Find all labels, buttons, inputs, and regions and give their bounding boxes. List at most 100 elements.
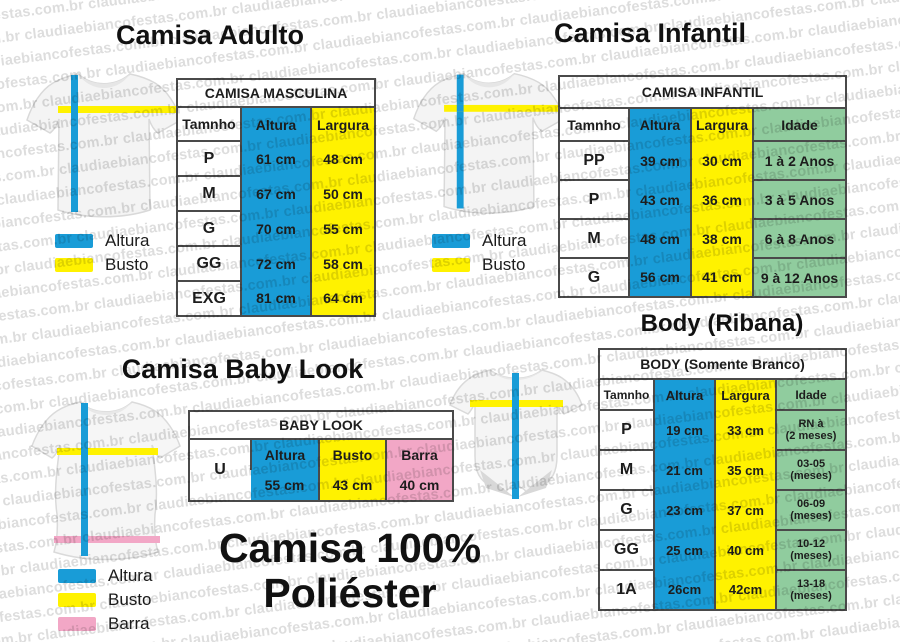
adult-section-title: Camisa Adulto: [115, 20, 305, 50]
barra-col-header: Barra: [385, 439, 453, 470]
altura-col-header: Altura: [240, 107, 311, 141]
table-title: BODY (Somente Branco): [599, 349, 847, 380]
altura-color-swatch: [58, 569, 96, 583]
size-cell: GG: [177, 246, 241, 282]
altura-cell: 56 cm: [628, 258, 691, 297]
size-cell: U: [214, 461, 226, 478]
legend-label-busto: Busto: [482, 255, 526, 274]
babylook-legend: Altura Busto Barra: [58, 564, 152, 636]
material-text-line2: Poliéster: [263, 570, 437, 616]
largura-cell: 33 cm: [714, 410, 776, 450]
size-cell: P: [599, 410, 654, 451]
largura-cell: 64 cm: [309, 281, 376, 316]
size-col-header: Tamnho: [177, 107, 241, 142]
largura-cell: 30 cm: [690, 141, 753, 180]
legend-label-busto: Busto: [108, 590, 152, 609]
altura-color-swatch: [432, 234, 470, 248]
collar-shading: [78, 74, 130, 88]
altura-cell: 26cm: [653, 570, 715, 610]
altura-cell: 19 cm: [653, 410, 715, 450]
size-col-header: Tamnho: [559, 108, 629, 142]
babylook-shirt-image: [31, 401, 181, 561]
busto-cell: 43 cm: [318, 470, 386, 501]
busto-color-swatch: [432, 258, 470, 272]
largura-cell: 37 cm: [714, 490, 776, 530]
babylook-section-title: Camisa Baby Look: [121, 354, 364, 384]
altura-cell: 23 cm: [653, 490, 715, 530]
altura-color-swatch: [55, 234, 93, 248]
largura-cell: 35 cm: [714, 450, 776, 490]
collar-shading: [463, 73, 515, 88]
size-cell: M: [177, 176, 241, 212]
size-cell: PP: [559, 141, 629, 181]
altura-cell: 81 cm: [240, 281, 311, 316]
largura-col-header: Largura: [309, 107, 376, 141]
size-cell: M: [599, 450, 654, 491]
altura-cell: 39 cm: [628, 141, 691, 180]
altura-line: [512, 373, 519, 499]
idade-col-header: Idade: [774, 379, 847, 411]
legend-item-altura: Altura: [55, 229, 149, 253]
size-cell: EXG: [192, 289, 226, 307]
material-text: Camisa 100% Poliéster: [165, 526, 535, 616]
altura-cell: 25 cm: [653, 530, 715, 570]
legend-item-altura: Altura: [58, 564, 152, 588]
size-cell: P: [559, 180, 629, 220]
busto-color-swatch: [58, 593, 96, 607]
adult-legend: Altura Busto: [55, 229, 149, 277]
legend-item-busto: Busto: [55, 253, 149, 277]
camisa-masculina-table: CAMISA MASCULINA Tamnho Altura Largura P…: [176, 78, 377, 317]
busto-line: [58, 106, 180, 113]
baby-look-table: BABY LOOK U Altura Busto Barra 55 cm 43 …: [188, 410, 454, 502]
size-col-header: Tamnho: [599, 379, 654, 411]
largura-cell: 42cm: [714, 570, 776, 610]
size-cell: P: [177, 141, 241, 177]
largura-cell: 55 cm: [309, 211, 376, 246]
size-cell: GG: [599, 530, 654, 571]
altura-cell: 21 cm: [653, 450, 715, 490]
idade-cell: 03-05 (meses): [774, 450, 847, 491]
idade-cell: 6 à 8 Anos: [751, 219, 847, 259]
collar-shading: [490, 370, 542, 380]
largura-cell: 41 cm: [690, 258, 753, 297]
altura-cell: 70 cm: [240, 211, 311, 246]
largura-col-header: Largura: [690, 108, 753, 141]
barra-line: [54, 536, 160, 543]
size-cell: G: [587, 268, 601, 286]
largura-col-header: Largura: [714, 379, 776, 410]
barra-color-swatch: [58, 617, 96, 631]
altura-cell: 61 cm: [240, 141, 311, 176]
body-onesie-image: [449, 369, 583, 499]
table-title: CAMISA INFANTIL: [559, 76, 847, 109]
idade-cell: 06-09 (meses): [774, 490, 847, 531]
busto-color-swatch: [55, 258, 93, 272]
legend-label-altura: Altura: [482, 231, 527, 250]
altura-cell: 48 cm: [628, 219, 691, 258]
idade-cell: 9 à 12 Anos: [751, 258, 847, 297]
idade-cell: 3 à 5 Anos: [751, 180, 847, 220]
material-text-line1: Camisa 100%: [218, 525, 482, 571]
body-section-title: Body (Ribana): [640, 310, 804, 337]
largura-cell: 48 cm: [309, 141, 376, 176]
adult-shirt-image: [26, 73, 182, 218]
barra-cell: 40 cm: [385, 470, 453, 501]
largura-cell: 50 cm: [309, 176, 376, 211]
idade-cell: 1 à 2 Anos: [751, 141, 847, 181]
idade-col-header: Idade: [751, 108, 847, 142]
altura-cell: 43 cm: [628, 180, 691, 219]
legend-label-altura: Altura: [108, 566, 153, 585]
idade-cell: RN à (2 meses): [774, 410, 847, 451]
body-table: BODY (Somente Branco) Tamnho Altura Larg…: [598, 348, 848, 611]
largura-cell: 58 cm: [309, 246, 376, 281]
legend-item-busto: Busto: [58, 588, 152, 612]
altura-line: [81, 403, 88, 556]
idade-cell: 13-18 (meses): [774, 570, 847, 610]
legend-item-busto: Busto: [432, 253, 526, 277]
collar-shading: [80, 402, 132, 415]
size-cell: M: [559, 219, 629, 259]
camisa-infantil-table: CAMISA INFANTIL Tamnho Altura Largura Id…: [558, 75, 848, 298]
infantil-legend: Altura Busto: [432, 229, 526, 277]
table-title: BABY LOOK: [189, 411, 453, 440]
legend-item-altura: Altura: [432, 229, 526, 253]
